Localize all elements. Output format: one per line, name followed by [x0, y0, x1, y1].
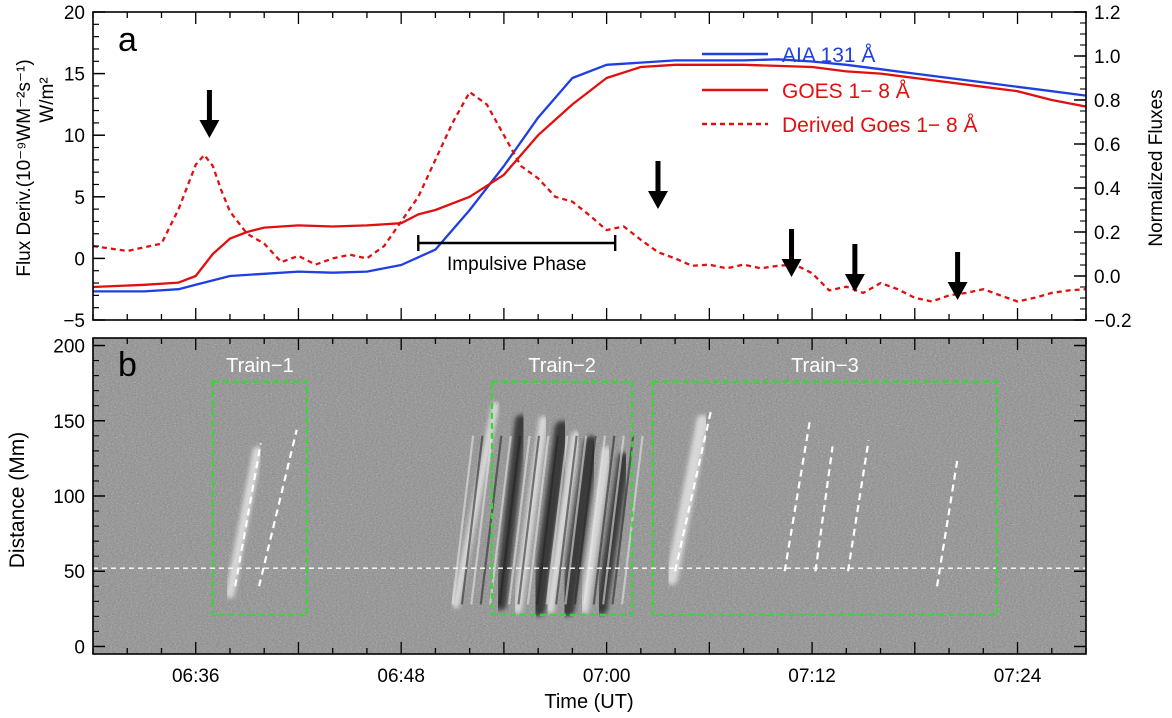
fine-striation [526, 435, 550, 605]
fine-striation [573, 435, 597, 605]
train-box-3 [651, 380, 999, 616]
bright-ridge [452, 401, 500, 609]
panel-a-arrows [199, 90, 968, 300]
panel-a-ylabel-left-sub: W/m² [37, 77, 58, 122]
ridge-fit-line [814, 446, 834, 572]
arrow-marker [947, 252, 968, 300]
ytick-b-label: 200 [53, 337, 85, 358]
train-label-2: Train−2 [528, 355, 596, 377]
fine-striation [583, 435, 607, 605]
ridge-fit-line [783, 417, 812, 572]
fine-striation [536, 435, 559, 605]
bright-ridge [225, 446, 262, 599]
fine-striation [451, 435, 475, 605]
panel-b-label: b [118, 346, 137, 384]
legend-label-derived: Derived Goes 1− 8 Å [782, 114, 978, 137]
ytick-left-label: 10 [64, 126, 85, 147]
fine-striation [620, 435, 644, 605]
arrow-marker [199, 90, 220, 138]
ridge-fit-line [935, 458, 959, 587]
impulsive-phase-label: Impulsive Phase [447, 254, 586, 275]
series-line-1 [93, 63, 1086, 289]
panel-a-frame [92, 11, 1087, 321]
ridge-fit-line [674, 409, 713, 572]
panel-a: Impulsive Phase −5 0 5 10 15 20 −0.2 0.0 0.2 0.4 0… [14, 3, 1167, 332]
xtick-label: 07:12 [788, 666, 836, 687]
ytick-right-label: 0.2 [1094, 223, 1120, 244]
fine-striation [507, 435, 531, 605]
fine-striation [545, 435, 569, 605]
fine-striation [517, 435, 541, 605]
fine-striation [602, 435, 625, 605]
xtick-label: 07:24 [994, 666, 1042, 687]
train-label-3: Train−3 [791, 355, 859, 377]
ytick-b-label: 50 [64, 562, 85, 583]
fine-striation [489, 435, 512, 605]
ytick-left-label: 15 [64, 65, 85, 86]
panel-a-series [93, 58, 1086, 303]
fine-striation [470, 435, 494, 605]
fine-striation [555, 435, 578, 605]
impulsive-phase-bracket: Impulsive Phase [417, 235, 617, 275]
panel-b-ylabel: Distance (Mm) [6, 432, 29, 569]
panel-b-xlabel: Time (UT) [544, 691, 633, 713]
xtick-label: 07:00 [583, 666, 631, 687]
xtick-label: 06:48 [377, 666, 425, 687]
ytick-left-label: 0 [74, 249, 85, 270]
panel-a-label: a [118, 21, 137, 59]
legend-label-aia: AIA 131 Å [782, 44, 875, 67]
ridge-fit-line [846, 440, 870, 572]
ytick-b-label: 150 [53, 412, 85, 433]
panel-a-ylabel-right: Normalized Fluxes [1146, 89, 1167, 246]
ytick-left-label: −5 [63, 311, 85, 332]
fine-striation [564, 435, 588, 605]
ytick-right-label: 0.6 [1094, 135, 1120, 156]
dark-ridge [559, 435, 599, 617]
fine-striation [460, 435, 484, 605]
series-line-2 [93, 90, 1086, 303]
ytick-right-label: 1.0 [1094, 47, 1120, 68]
ytick-b-label: 0 [74, 637, 85, 658]
ytick-right-label: 0.4 [1094, 179, 1121, 200]
panel-b-overlays [93, 380, 1086, 616]
series-line-0 [93, 58, 1086, 293]
bright-ridge [665, 414, 709, 585]
ytick-right-label: −0.2 [1094, 311, 1132, 332]
dark-ridge [530, 420, 570, 617]
arrow-marker [647, 161, 668, 209]
xtick-label: 06:36 [172, 666, 220, 687]
arrow-marker [844, 244, 865, 292]
panel-b-ticks: 0 50 100 150 200 06:36 06:48 07:00 07:12 07:24 [53, 337, 1087, 687]
fine-striation [479, 435, 503, 605]
ytick-right-label: 0.8 [1094, 91, 1120, 112]
fine-striation [611, 435, 635, 605]
train-label-1: Train−1 [226, 355, 294, 377]
panel-a-ticks: −5 0 5 10 15 20 −0.2 0.0 0.2 0.4 0.6 0.8 1.0 1.2 [63, 3, 1131, 332]
panel-b-wave-bands [225, 401, 709, 617]
panel-a-ylabel-left: Flux Deriv.(10⁻⁹WM⁻²s⁻¹) [14, 59, 35, 276]
ridge-fit-line [234, 443, 262, 587]
train-box-1 [211, 380, 309, 616]
train-box-2 [490, 380, 634, 616]
ytick-right-label: 0.0 [1094, 267, 1120, 288]
panel-b-train-labels: Train−1 Train−2 Train−3 [226, 355, 859, 377]
fine-striation [498, 435, 522, 605]
ytick-right-label: 1.2 [1094, 3, 1120, 24]
ytick-left-label: 5 [74, 188, 85, 209]
legend-label-goes: GOES 1− 8 Å [782, 80, 910, 103]
ytick-left-label: 20 [64, 3, 85, 24]
bright-ridge [545, 431, 581, 614]
ytick-b-label: 100 [53, 487, 85, 508]
panel-a-legend: AIA 131 Å GOES 1− 8 Å Derived Goes 1− 8 … [702, 44, 978, 137]
fine-striation [592, 435, 616, 605]
ridge-fit-line [258, 429, 298, 587]
arrow-marker [781, 229, 802, 277]
